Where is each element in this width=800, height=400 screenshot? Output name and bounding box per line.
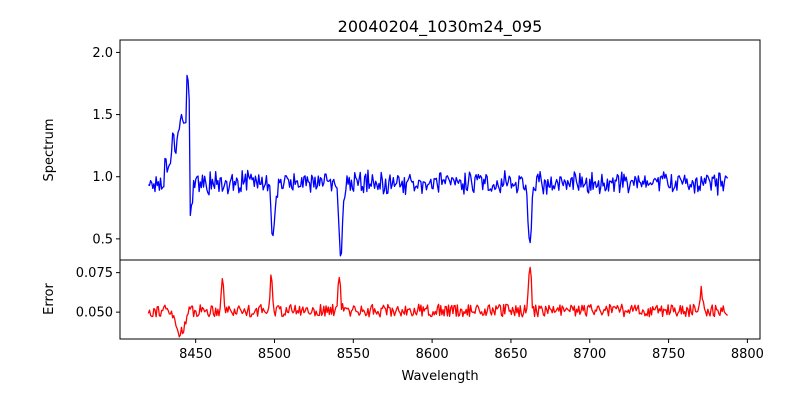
x-tick-label: 8600 <box>416 347 449 362</box>
error-series-line <box>147 266 729 338</box>
x-tick-label: 8650 <box>494 347 527 362</box>
y-tick-label: 2.0 <box>92 46 113 61</box>
x-tick-label: 8450 <box>179 347 212 362</box>
x-tick-label: 8550 <box>337 347 370 362</box>
y-tick-label: 1.5 <box>92 108 113 123</box>
x-tick-label: 8700 <box>573 347 606 362</box>
spectrum-y-axis-label: Spectrum <box>42 119 57 182</box>
spectrum-y-ticks: 0.5 1.0 1.5 2.0 <box>92 46 120 247</box>
x-tick-label: 8800 <box>731 347 764 362</box>
error-plot-area <box>147 266 729 338</box>
x-tick-label: 8500 <box>258 347 291 362</box>
y-tick-label: 0.075 <box>76 266 113 281</box>
chart-title: 20040204_1030m24_095 <box>338 17 543 37</box>
error-y-ticks: 0.050 0.075 <box>76 266 120 321</box>
y-tick-label: 0.5 <box>92 232 113 247</box>
x-tick-label: 8750 <box>652 347 685 362</box>
error-y-axis-label: Error <box>42 283 57 315</box>
x-axis-label: Wavelength <box>401 369 478 384</box>
wavelength-x-ticks: 8450 8500 8550 8600 8650 8700 8750 8800 <box>179 339 764 362</box>
spectrum-series-line <box>147 74 729 257</box>
y-tick-label: 1.0 <box>92 170 113 185</box>
error-axes-frame <box>119 259 761 340</box>
spectrum-plot-area <box>147 74 729 257</box>
y-tick-label: 0.050 <box>76 306 113 321</box>
